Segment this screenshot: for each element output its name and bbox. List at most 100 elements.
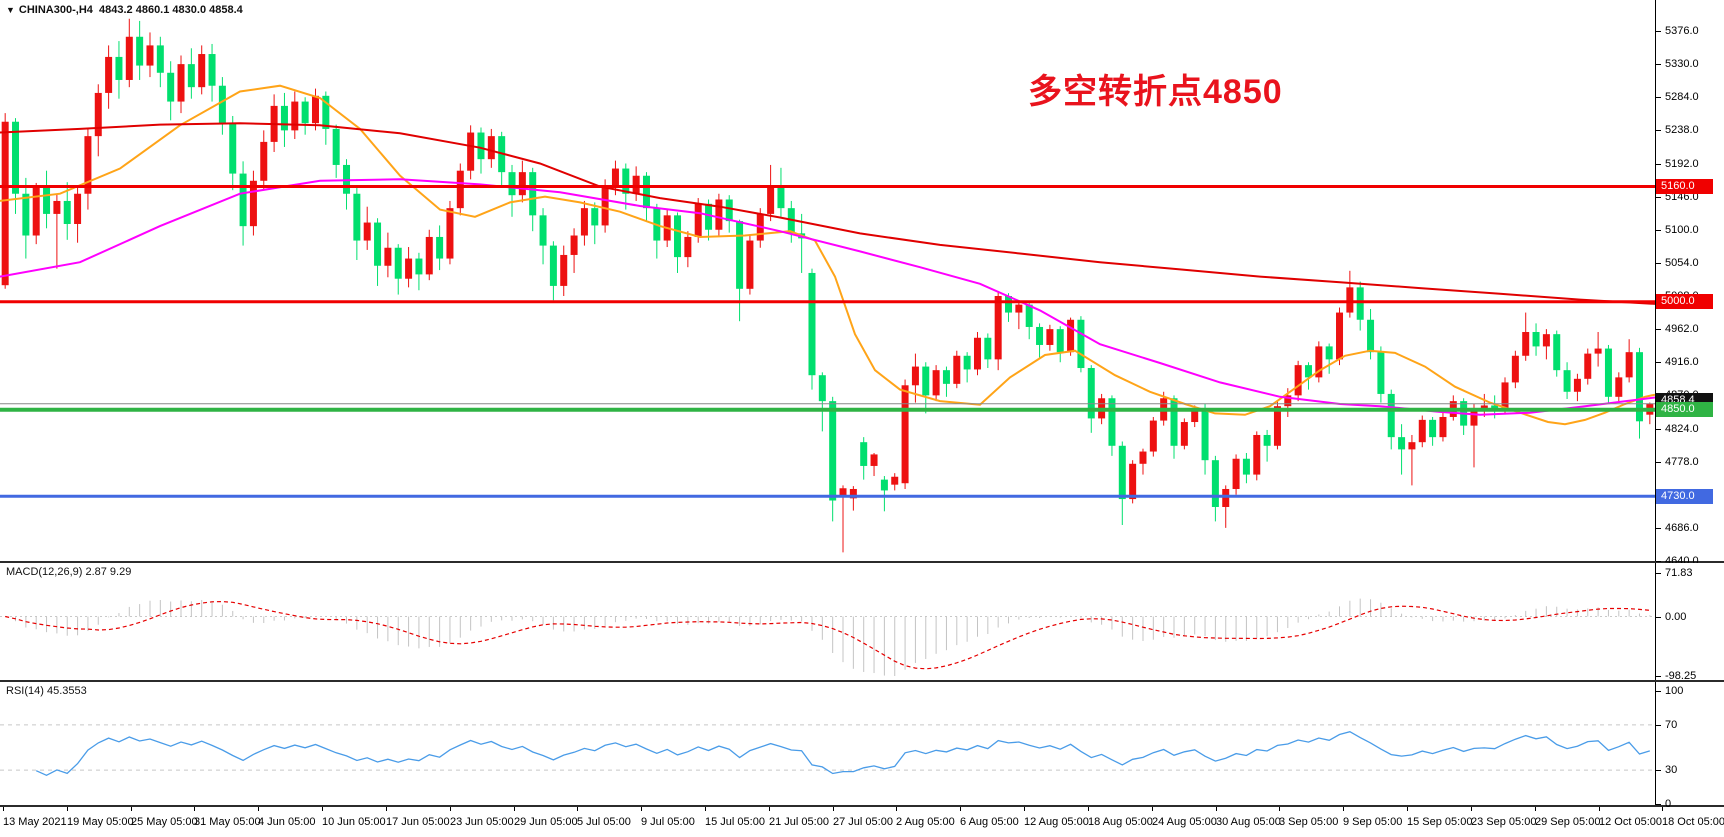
candle-up	[1511, 355, 1519, 383]
candle-down	[1367, 319, 1375, 353]
candle-down	[963, 355, 971, 370]
candle-up	[1, 121, 9, 286]
time-tick-mark	[194, 807, 195, 811]
candle-down	[1056, 329, 1064, 353]
rsi-label: RSI(14) 45.3553	[6, 685, 87, 697]
candle-up	[901, 385, 909, 484]
price-tag-4730[interactable]: 4730.0	[1656, 489, 1713, 504]
candle-down	[705, 203, 713, 230]
tick-mark	[1656, 30, 1661, 32]
candle-down	[736, 221, 744, 289]
candle-up	[1315, 346, 1323, 378]
candle-down	[860, 442, 868, 466]
candle-up	[1046, 329, 1054, 345]
candle-down	[1201, 408, 1209, 461]
candle-up	[1191, 408, 1199, 423]
candle-up	[467, 132, 475, 171]
time-tick-mark	[1279, 807, 1280, 811]
candle-up	[291, 101, 299, 131]
candle-up	[32, 187, 40, 236]
time-tick-label: 9 Jul 05:00	[641, 816, 695, 828]
candle-up	[1615, 377, 1623, 397]
candle-up	[405, 258, 413, 279]
price-tick-label: 5330.0	[1656, 58, 1724, 70]
price-tick-label: 5192.0	[1656, 158, 1724, 170]
candle-up	[363, 222, 371, 241]
tick-mark	[1656, 560, 1661, 562]
tick-mark	[1656, 63, 1661, 65]
candle-up	[94, 92, 102, 137]
time-tick-mark	[1152, 807, 1153, 811]
candle-down	[880, 479, 888, 491]
candle-up	[684, 236, 692, 258]
time-tick-label: 23 Jun 05:00	[450, 816, 514, 828]
candle-down	[43, 187, 51, 214]
tick-mark	[1656, 675, 1661, 677]
candle-up	[1015, 304, 1023, 313]
price-tag-4850[interactable]: 4850.0	[1656, 402, 1713, 417]
candle-up	[767, 186, 775, 214]
candle-down	[549, 245, 557, 286]
macd-axis-separator	[1655, 563, 1656, 680]
candle-up	[694, 203, 702, 237]
candle-up	[1346, 287, 1354, 313]
candle-down	[1108, 398, 1116, 446]
candle-down	[301, 101, 309, 124]
candle-down	[1025, 304, 1033, 327]
ma-fast-orange	[0, 84, 1655, 426]
candle-up	[260, 141, 268, 181]
macd-plot[interactable]	[0, 563, 1655, 680]
macd-axis-label: 71.83	[1656, 567, 1724, 579]
candle-down	[394, 247, 402, 279]
candle-down	[539, 215, 547, 246]
candle-down	[187, 64, 195, 88]
candle-down	[239, 173, 247, 227]
rsi-line	[35, 731, 1650, 777]
candle-up	[125, 36, 133, 80]
candle-down	[1429, 419, 1437, 438]
price-tick-label: 4962.0	[1656, 323, 1724, 335]
time-tick-mark	[577, 807, 578, 811]
time-axis[interactable]: 13 May 2021 19 May 05:00 25 May 05:00 31 Ma…	[0, 807, 1724, 837]
time-tick-label: 2 Aug 05:00	[896, 816, 955, 828]
candle-down	[1532, 332, 1540, 347]
candle-up	[849, 488, 857, 499]
time-tick-label: 25 May 05:00	[131, 816, 198, 828]
candle-up	[518, 172, 526, 196]
time-tick-mark	[1088, 807, 1089, 811]
rsi-plot[interactable]	[0, 682, 1655, 805]
time-tick-mark	[705, 807, 706, 811]
time-tick-label: 3 Sep 05:00	[1279, 816, 1339, 828]
symbol-dropdown-icon[interactable]: ▼	[6, 5, 15, 15]
ma-slow-red	[0, 122, 1655, 305]
candlestick-plot[interactable]	[0, 0, 1655, 561]
candle-up	[994, 296, 1002, 360]
candle-down	[415, 258, 423, 275]
price-tag-5000[interactable]: 5000.0	[1656, 294, 1713, 309]
candle-up	[74, 193, 82, 224]
candle-down	[591, 208, 599, 226]
candle-up	[953, 355, 961, 384]
price-tick-label: 4824.0	[1656, 423, 1724, 435]
rsi-axis-label: 70	[1656, 719, 1724, 731]
candle-up	[632, 175, 640, 194]
candle-up	[715, 199, 723, 230]
candle-up	[311, 95, 319, 124]
candle-up	[1294, 365, 1302, 396]
candle-down	[280, 105, 288, 131]
macd-label: MACD(12,26,9) 2.87 9.29	[6, 566, 132, 578]
rsi-panel: RSI(14) 45.3553 100 70 30 0	[0, 682, 1724, 810]
time-tick-mark	[1407, 807, 1408, 811]
price-tick-label: 5376.0	[1656, 25, 1724, 37]
ohlc-values: 4843.2 4860.1 4830.0 4858.4	[99, 4, 243, 16]
chart-annotation-text[interactable]: 多空转折点4850	[1028, 73, 1283, 111]
tick-mark	[1656, 163, 1661, 165]
tick-mark	[1656, 803, 1661, 805]
tick-mark	[1656, 572, 1661, 574]
time-tick-label: 31 May 05:00	[194, 816, 261, 828]
price-tag-5160[interactable]: 5160.0	[1656, 179, 1713, 194]
time-tick-mark	[960, 807, 961, 811]
price-tick-label: 5284.0	[1656, 91, 1724, 103]
candle-down	[1263, 434, 1271, 446]
